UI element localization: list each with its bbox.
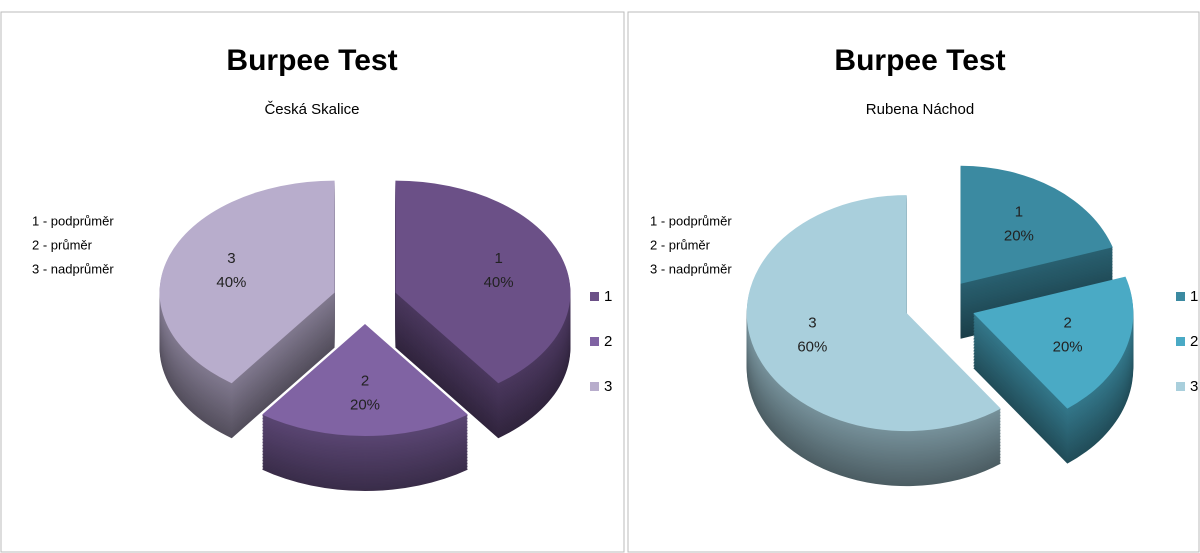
slice-label: 40% — [216, 274, 246, 291]
slice-top — [960, 165, 1113, 284]
legend-label: 1 — [1190, 288, 1198, 305]
chart-subtitle: Rubena Náchod — [866, 101, 974, 118]
chart-title: Burpee Test — [834, 44, 1005, 77]
pie-slice — [746, 195, 1001, 487]
note: 2 - průměr — [32, 237, 93, 252]
pie-slice — [262, 324, 468, 491]
legend-label: 1 — [604, 288, 612, 305]
pie-slice — [973, 276, 1134, 464]
legend-swatch — [1176, 292, 1185, 301]
slice-top — [746, 195, 1001, 432]
slice-top — [262, 324, 468, 436]
chart-title: Burpee Test — [226, 44, 397, 77]
legend-swatch — [590, 382, 599, 391]
note: 2 - průměr — [650, 237, 711, 252]
slice-category: 2 — [1063, 315, 1071, 332]
note: 1 - podprůměr — [32, 213, 114, 228]
legend-label: 3 — [604, 378, 612, 395]
pie-slice — [395, 180, 571, 439]
pie-slice — [159, 180, 335, 439]
legend-label: 2 — [1190, 333, 1198, 350]
slice-top — [395, 180, 571, 384]
pie-slice — [960, 165, 1113, 339]
slice-top — [159, 180, 335, 384]
slice-label: 40% — [484, 274, 514, 291]
slice-category: 3 — [808, 315, 816, 332]
legend-label: 2 — [604, 333, 612, 350]
slice-category: 1 — [494, 250, 502, 267]
slice-label: 20% — [350, 396, 380, 413]
note: 3 - nadprůměr — [32, 261, 114, 276]
note: 1 - podprůměr — [650, 213, 732, 228]
slice-top — [973, 276, 1134, 409]
chart-subtitle: Česká Skalice — [264, 101, 359, 118]
legend-swatch — [1176, 382, 1185, 391]
slice-label: 20% — [1053, 339, 1083, 356]
slice-label: 60% — [797, 339, 827, 356]
legend-label: 3 — [1190, 378, 1198, 395]
slice-category: 2 — [361, 372, 369, 389]
legend-swatch — [590, 292, 599, 301]
note: 3 - nadprůměr — [650, 261, 732, 276]
slice-category: 1 — [1015, 204, 1023, 221]
slice-category: 3 — [227, 250, 235, 267]
slice-label: 20% — [1004, 228, 1034, 245]
legend-swatch — [590, 337, 599, 346]
legend-swatch — [1176, 337, 1185, 346]
